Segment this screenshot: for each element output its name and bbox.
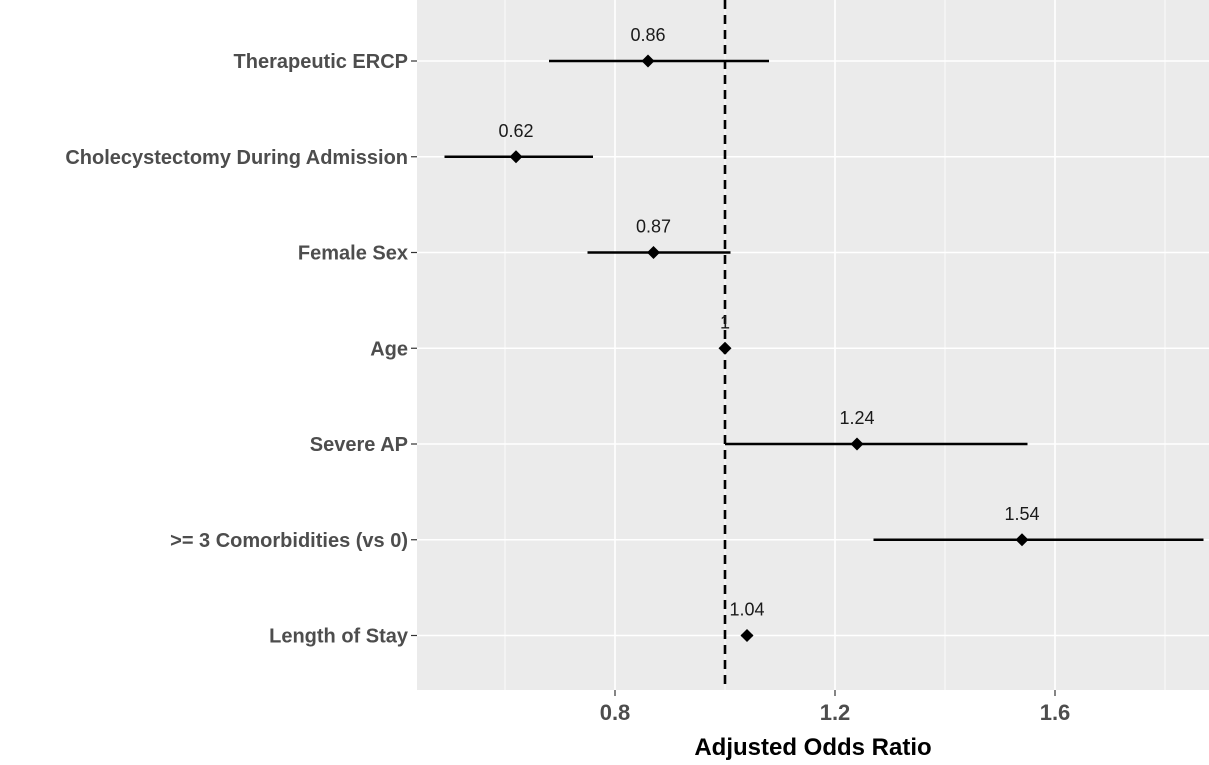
x-axis-title: Adjusted Odds Ratio: [694, 734, 931, 761]
point-estimate: [850, 437, 864, 451]
point-estimate: [740, 629, 754, 642]
plot-panel: [417, 0, 1209, 690]
estimate-label: 0.86: [630, 25, 665, 45]
x-tick-label: 1.2: [820, 700, 851, 725]
estimate-label: 1.04: [729, 600, 764, 620]
y-tick-label: Female Sex: [298, 243, 408, 265]
estimate-labels: 0.86 0.62 0.87 1 1.24 1.54 1.04: [498, 25, 1039, 620]
x-tick-label: 1.6: [1040, 700, 1071, 725]
estimate-label: 1.54: [1004, 504, 1039, 524]
y-tick-label: >= 3 Comorbidities (vs 0): [170, 530, 408, 552]
y-tick-label: Therapeutic ERCP: [234, 51, 408, 73]
estimate-label: 1.24: [839, 408, 874, 428]
x-axis-ticks: 0.8 1.2 1.6: [600, 690, 1071, 725]
estimate-label: 1: [720, 312, 730, 332]
y-tick-label: Cholecystectomy During Admission: [65, 147, 408, 169]
y-tick-label: Severe AP: [310, 434, 408, 456]
point-estimate: [1015, 533, 1029, 547]
point-estimate: [718, 341, 732, 355]
point-estimate: [509, 150, 523, 164]
major-gridlines-x: [614, 0, 1056, 690]
estimate-label: 0.87: [636, 217, 671, 237]
point-estimates: [509, 54, 1029, 642]
y-axis-ticks: Therapeutic ERCP Cholecystectomy During A…: [65, 51, 417, 648]
point-estimate: [647, 246, 660, 259]
x-tick-label: 0.8: [600, 700, 631, 725]
point-estimate: [641, 54, 655, 68]
y-tick-label: Age: [370, 338, 408, 360]
y-tick-label: Length of Stay: [269, 626, 409, 648]
estimate-label: 0.62: [498, 121, 533, 141]
